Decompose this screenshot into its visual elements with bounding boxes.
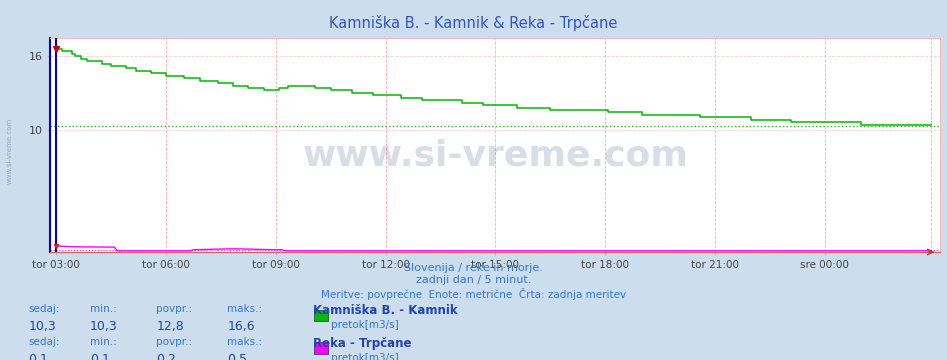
Text: maks.:: maks.:	[227, 337, 262, 347]
Text: 10,3: 10,3	[90, 320, 117, 333]
Text: 0,1: 0,1	[90, 353, 110, 360]
Text: maks.:: maks.:	[227, 304, 262, 314]
Text: 10,3: 10,3	[28, 320, 56, 333]
Text: www.si-vreme.com: www.si-vreme.com	[7, 118, 12, 184]
Text: povpr.:: povpr.:	[156, 337, 192, 347]
Text: pretok[m3/s]: pretok[m3/s]	[331, 320, 400, 330]
Text: www.si-vreme.com: www.si-vreme.com	[302, 139, 688, 172]
Text: min.:: min.:	[90, 337, 116, 347]
Text: 0,1: 0,1	[28, 353, 48, 360]
Text: zadnji dan / 5 minut.: zadnji dan / 5 minut.	[416, 275, 531, 285]
Text: Reka - Trpčane: Reka - Trpčane	[313, 337, 411, 350]
Text: pretok[m3/s]: pretok[m3/s]	[331, 353, 400, 360]
Text: povpr.:: povpr.:	[156, 304, 192, 314]
Text: 0,2: 0,2	[156, 353, 176, 360]
Text: Meritve: povprečne  Enote: metrične  Črta: zadnja meritev: Meritve: povprečne Enote: metrične Črta:…	[321, 288, 626, 300]
Text: sedaj:: sedaj:	[28, 337, 60, 347]
Text: Kamniška B. - Kamnik & Reka - Trpčane: Kamniška B. - Kamnik & Reka - Trpčane	[330, 15, 617, 31]
Text: Kamniška B. - Kamnik: Kamniška B. - Kamnik	[313, 304, 457, 317]
Text: min.:: min.:	[90, 304, 116, 314]
Text: 16,6: 16,6	[227, 320, 255, 333]
Text: 12,8: 12,8	[156, 320, 184, 333]
Text: Slovenija / reke in morje.: Slovenija / reke in morje.	[404, 263, 543, 273]
Text: sedaj:: sedaj:	[28, 304, 60, 314]
Text: 0,5: 0,5	[227, 353, 247, 360]
